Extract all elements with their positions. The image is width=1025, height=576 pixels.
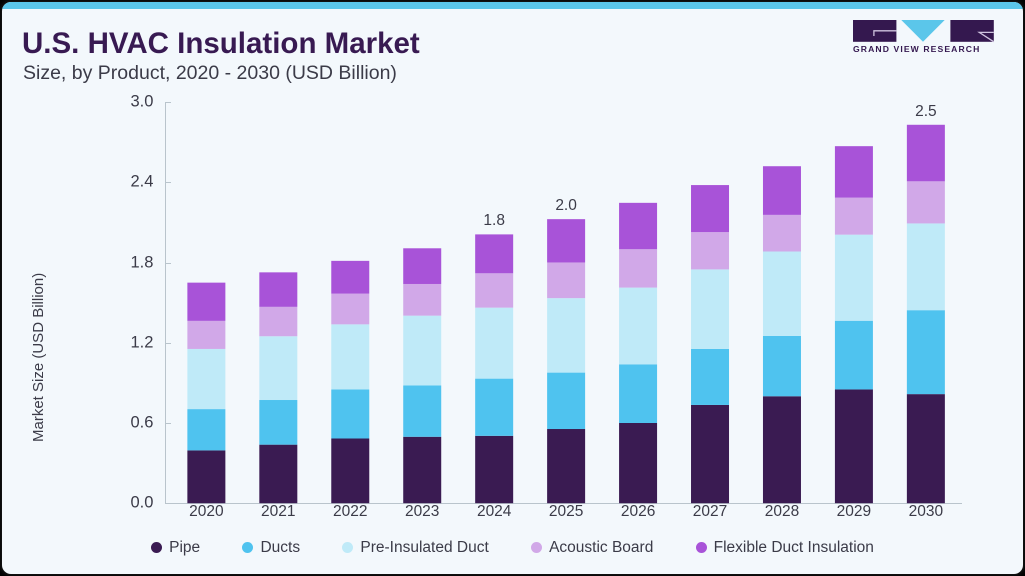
svg-text:GRAND VIEW RESEARCH: GRAND VIEW RESEARCH <box>853 44 980 54</box>
